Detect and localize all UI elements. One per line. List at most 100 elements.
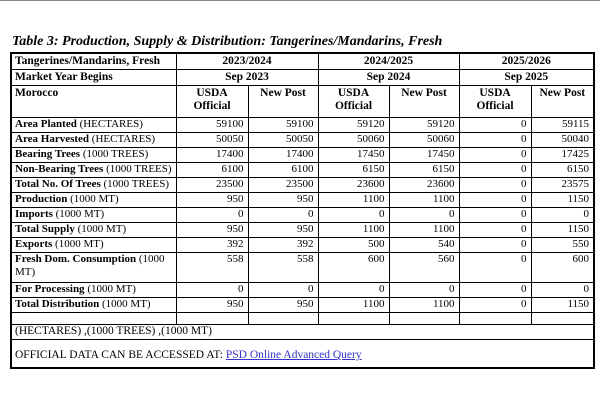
table-row-empty [10,311,595,325]
cell-value: 17450 [388,146,460,163]
cell-value: 540 [388,236,460,253]
cell-value: 59100 [247,116,319,133]
table-row-production: Production (1000 MT) 950 950 1100 1100 0… [10,191,595,208]
cell-value: 0 [458,236,532,253]
empty-cell [317,311,390,325]
cell-value: 0 [458,146,532,163]
cell-value: 0 [317,281,390,298]
year-header-2024-2025: 2024/2025 [317,52,460,70]
year-header-2025-2026: 2025/2026 [458,52,595,70]
cell-value: 0 [388,281,460,298]
table-row-total-trees: Total No. Of Trees (1000 TREES) 23500 23… [10,176,595,193]
cell-value: 1150 [530,296,595,313]
market-year-begin-1: Sep 2023 [175,68,319,86]
cell-value: 6150 [317,161,390,178]
cell-value: 1150 [530,191,595,208]
cell-value: 950 [175,221,249,238]
psd-table: Tangerines/Mandarins, Fresh 2023/2024 20… [10,52,596,369]
cell-value: 17400 [247,146,319,163]
cell-value: 500 [317,236,390,253]
cell-value: 23500 [247,176,319,193]
cell-value: 23500 [175,176,249,193]
cell-value: 17425 [530,146,595,163]
row-label: Bearing Trees (1000 TREES) [10,146,177,163]
empty-cell [530,311,595,325]
cell-value: 23600 [317,176,390,193]
cell-value: 50060 [317,131,390,148]
row-label: Fresh Dom. Consumption (1000 MT) [10,251,177,283]
empty-cell [175,311,249,325]
cell-value: 558 [175,251,249,283]
row-label: Production (1000 MT) [10,191,177,208]
year-header-2023-2024: 2023/2024 [175,52,319,70]
cell-value: 50050 [175,131,249,148]
row-label: Exports (1000 MT) [10,236,177,253]
row-label: Imports (1000 MT) [10,206,177,223]
cell-value: 392 [175,236,249,253]
cell-value: 600 [317,251,390,283]
table-row-bearing-trees: Bearing Trees (1000 TREES) 17400 17400 1… [10,146,595,163]
cell-value: 6100 [175,161,249,178]
cell-value: 600 [530,251,595,283]
table-row-for-processing: For Processing (1000 MT) 0 0 0 0 0 0 [10,281,595,298]
cell-value: 558 [247,251,319,283]
units-footnote: (HECTARES) ,(1000 TREES) ,(1000 MT) [10,323,595,340]
table-row-area-planted: Area Planted (HECTARES) 59100 59100 5912… [10,116,595,133]
cell-value: 1100 [317,221,390,238]
cell-value: 392 [247,236,319,253]
subheader-new-post-1: New Post [247,84,319,118]
cell-value: 6150 [530,161,595,178]
cell-value: 1100 [388,221,460,238]
psd-online-link[interactable]: PSD Online Advanced Query [225,349,362,361]
table-title: Table 3: Production, Supply & Distributi… [12,34,443,49]
empty-cell [247,311,319,325]
commodity-year-header-row: Tangerines/Mandarins, Fresh 2023/2024 20… [10,52,595,70]
cell-value: 0 [317,206,390,223]
cell-value: 59120 [388,116,460,133]
commodity-label: Tangerines/Mandarins, Fresh [10,52,177,70]
cell-value: 0 [458,176,532,193]
market-year-begin-3: Sep 2025 [458,68,595,86]
cell-value: 950 [175,296,249,313]
cell-value: 50050 [247,131,319,148]
cell-value: 17450 [317,146,390,163]
table-row-non-bearing-trees: Non-Bearing Trees (1000 TREES) 6100 6100… [10,161,595,178]
row-label: Total Supply (1000 MT) [10,221,177,238]
table-row-fresh-dom-consumption: Fresh Dom. Consumption (1000 MT) 558 558… [10,251,595,283]
table-row-total-supply: Total Supply (1000 MT) 950 950 1100 1100… [10,221,595,238]
table-row-total-distribution: Total Distribution (1000 MT) 950 950 110… [10,296,595,313]
cell-value: 0 [388,206,460,223]
cell-value: 50040 [530,131,595,148]
subheader-usda-official-3: USDA Official [458,84,532,118]
official-data-cell: OFFICIAL DATA CAN BE ACCESSED AT: PSD On… [10,338,595,369]
cell-value: 0 [175,206,249,223]
cell-value: 950 [247,296,319,313]
cell-value: 950 [175,191,249,208]
subheader-new-post-2: New Post [388,84,460,118]
cell-value: 1100 [388,296,460,313]
official-data-prefix: OFFICIAL DATA CAN BE ACCESSED AT: [15,349,223,361]
cell-value: 0 [458,281,532,298]
cell-value: 950 [247,221,319,238]
source-header-row: Morocco USDA Official New Post USDA Offi… [10,84,595,118]
market-year-begin-2: Sep 2024 [317,68,460,86]
cell-value: 0 [247,206,319,223]
cell-value: 17400 [175,146,249,163]
subheader-new-post-3: New Post [530,84,595,118]
subheader-usda-official-1: USDA Official [175,84,249,118]
row-label: Total Distribution (1000 MT) [10,296,177,313]
row-label: Area Planted (HECTARES) [10,116,177,133]
cell-value: 23600 [388,176,460,193]
cell-value: 50060 [388,131,460,148]
cell-value: 59115 [530,116,595,133]
row-label: Total No. Of Trees (1000 TREES) [10,176,177,193]
cell-value: 0 [458,116,532,133]
empty-cell [388,311,460,325]
cell-value: 950 [247,191,319,208]
row-label: Non-Bearing Trees (1000 TREES) [10,161,177,178]
cell-value: 1100 [388,191,460,208]
cell-value: 0 [247,281,319,298]
cell-value: 0 [458,191,532,208]
cell-value: 0 [458,296,532,313]
top-divider [0,0,600,1]
